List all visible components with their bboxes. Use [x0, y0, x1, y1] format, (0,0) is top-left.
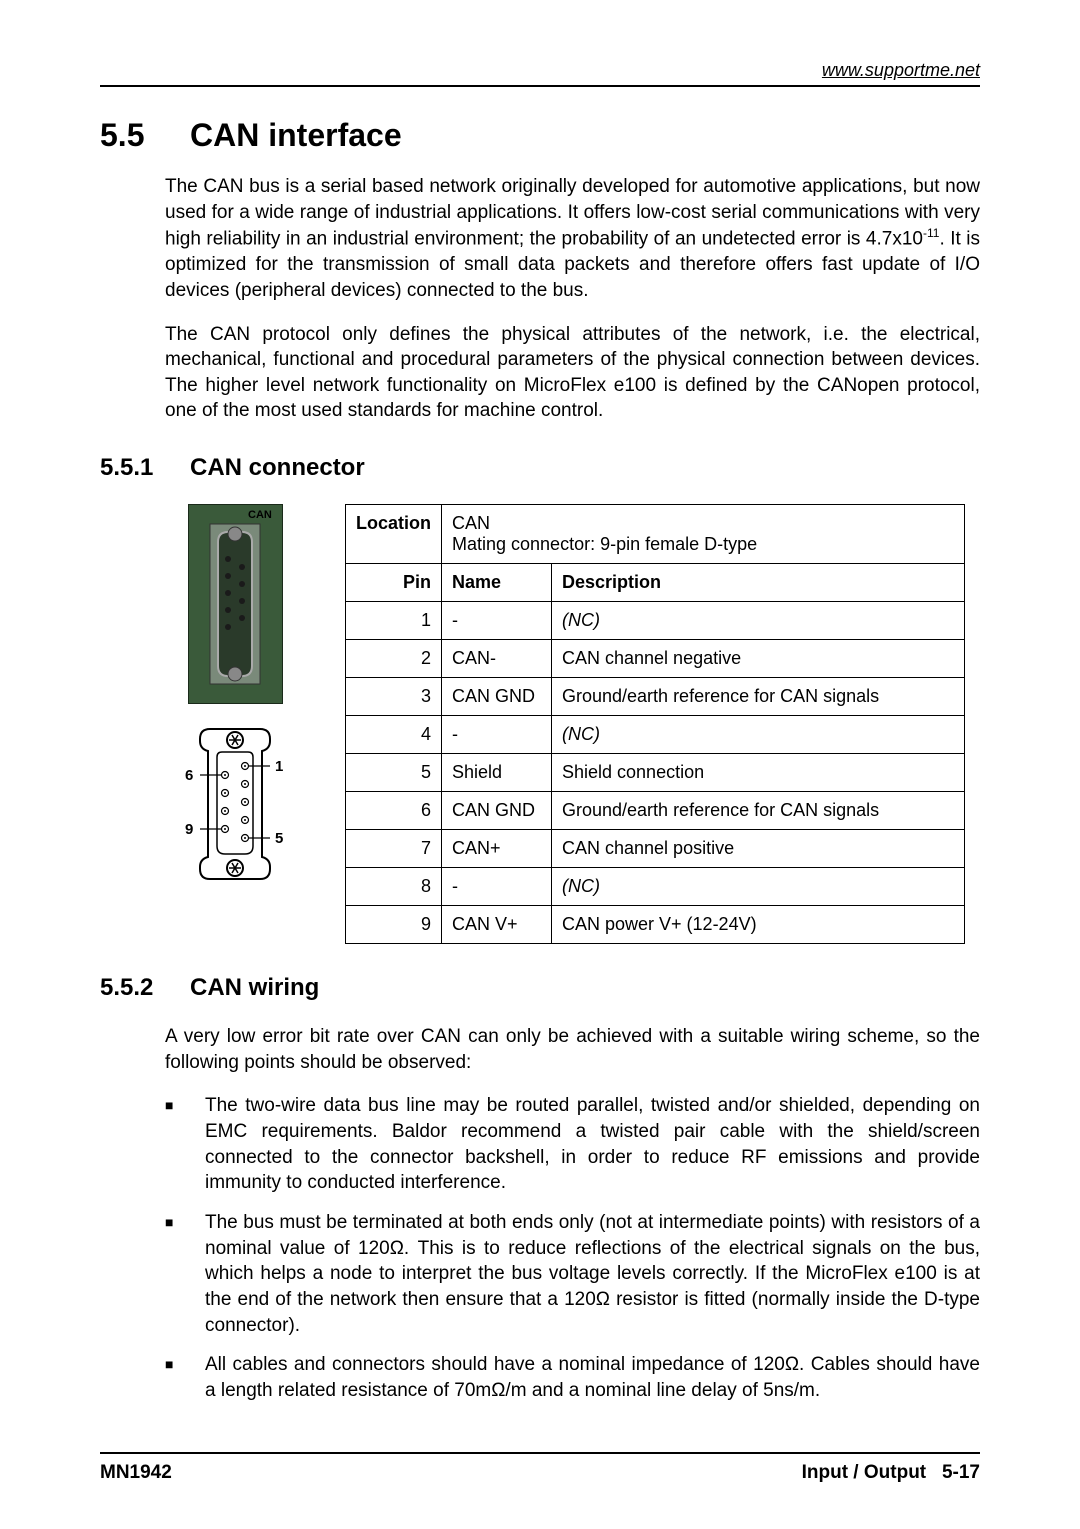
list-item: The bus must be terminated at both ends … [165, 1210, 980, 1338]
para1-a: The CAN bus is a serial based network or… [165, 176, 980, 250]
table-row: 7CAN+CAN channel positive [346, 830, 965, 868]
connector-photo-icon: CAN [188, 504, 283, 704]
svg-text:6: 6 [185, 767, 193, 784]
footer-right-b: 5-17 [942, 1462, 980, 1483]
section-number: 5.5 [100, 117, 190, 154]
connector-diagram-column: CAN [165, 504, 305, 894]
cell-desc: Ground/earth reference for CAN signals [552, 792, 965, 830]
cell-name: CAN V+ [442, 906, 552, 944]
cell-desc: (NC) [552, 602, 965, 640]
table-row: 6CAN GNDGround/earth reference for CAN s… [346, 792, 965, 830]
list-item: The two-wire data bus line may be routed… [165, 1093, 980, 1196]
connector-schematic-icon: 1 5 6 9 [175, 714, 295, 894]
location-label: Location [346, 505, 442, 564]
subsection-2-number: 5.5.2 [100, 974, 190, 1002]
subsection-2-title: CAN wiring [190, 974, 319, 1001]
footer-right: Input / Output 5-17 [802, 1462, 980, 1484]
subsection-1-heading: 5.5.1CAN connector [100, 454, 980, 482]
subsection-1-title: CAN connector [190, 454, 365, 481]
svg-text:9: 9 [185, 821, 193, 838]
header-url: www.supportme.net [100, 60, 980, 81]
cell-pin: 7 [346, 830, 442, 868]
cell-pin: 3 [346, 678, 442, 716]
table-row-location: Location CAN Mating connector: 9-pin fem… [346, 505, 965, 564]
cell-desc: CAN power V+ (12-24V) [552, 906, 965, 944]
divider-top [100, 85, 980, 87]
cell-name: - [442, 868, 552, 906]
wiring-intro: A very low error bit rate over CAN can o… [165, 1024, 980, 1075]
col-desc: Description [552, 564, 965, 602]
cell-pin: 8 [346, 868, 442, 906]
cell-name: - [442, 716, 552, 754]
cell-desc: Shield connection [552, 754, 965, 792]
para1-sup: -11 [923, 226, 939, 240]
divider-bottom [100, 1452, 980, 1454]
svg-text:CAN: CAN [248, 509, 272, 521]
cell-pin: 9 [346, 906, 442, 944]
subsection-2-heading: 5.5.2CAN wiring [100, 974, 980, 1002]
svg-text:1: 1 [275, 758, 283, 775]
cell-name: - [442, 602, 552, 640]
section-para-1: The CAN bus is a serial based network or… [165, 174, 980, 304]
svg-text:5: 5 [275, 830, 283, 847]
footer-left: MN1942 [100, 1462, 172, 1484]
cell-name: CAN GND [442, 792, 552, 830]
cell-desc: Ground/earth reference for CAN signals [552, 678, 965, 716]
location-line1: CAN [452, 513, 490, 533]
cell-pin: 6 [346, 792, 442, 830]
location-line2: Mating connector: 9-pin female D-type [452, 534, 757, 554]
cell-pin: 5 [346, 754, 442, 792]
cell-name: CAN GND [442, 678, 552, 716]
cell-name: Shield [442, 754, 552, 792]
table-row: 9CAN V+CAN power V+ (12-24V) [346, 906, 965, 944]
wiring-bullets: The two-wire data bus line may be routed… [165, 1093, 980, 1403]
table-row: 4-(NC) [346, 716, 965, 754]
cell-desc: CAN channel negative [552, 640, 965, 678]
col-name: Name [442, 564, 552, 602]
table-row: 3CAN GNDGround/earth reference for CAN s… [346, 678, 965, 716]
cell-pin: 1 [346, 602, 442, 640]
table-header-row: Pin Name Description [346, 564, 965, 602]
section-para-2: The CAN protocol only defines the physic… [165, 322, 980, 425]
col-pin: Pin [346, 564, 442, 602]
cell-pin: 4 [346, 716, 442, 754]
list-item: All cables and connectors should have a … [165, 1352, 980, 1403]
table-row: 2CAN-CAN channel negative [346, 640, 965, 678]
cell-desc: CAN channel positive [552, 830, 965, 868]
cell-name: CAN- [442, 640, 552, 678]
table-row: 5ShieldShield connection [346, 754, 965, 792]
table-row: 8-(NC) [346, 868, 965, 906]
page-footer: MN1942 Input / Output 5-17 [100, 1452, 980, 1484]
section-title-text: CAN interface [190, 117, 402, 153]
cell-pin: 2 [346, 640, 442, 678]
table-row: 1-(NC) [346, 602, 965, 640]
cell-name: CAN+ [442, 830, 552, 868]
section-heading: 5.5CAN interface [100, 117, 980, 154]
pin-table: Location CAN Mating connector: 9-pin fem… [345, 504, 965, 944]
location-value: CAN Mating connector: 9-pin female D-typ… [442, 505, 965, 564]
footer-right-a: Input / Output [802, 1462, 927, 1483]
subsection-1-number: 5.5.1 [100, 454, 190, 482]
cell-desc: (NC) [552, 868, 965, 906]
cell-desc: (NC) [552, 716, 965, 754]
